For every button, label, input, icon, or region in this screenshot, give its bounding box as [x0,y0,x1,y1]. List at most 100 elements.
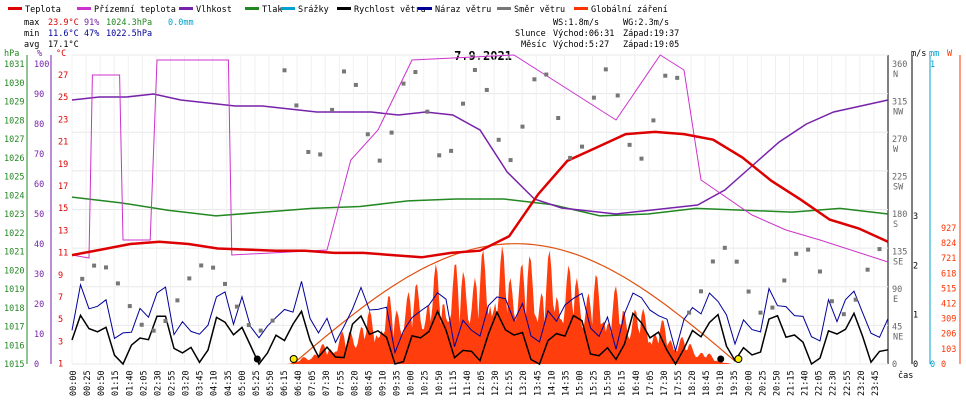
tick-time-37: 15:25 [590,370,600,396]
stat-min-press: 1022.5hPa [106,29,152,39]
stat-min-temp: 11.6°C [48,29,79,39]
tick-time-6: 02:30 [153,370,163,396]
radiation-max-curve [292,243,736,365]
tick-pct-6: 40 [34,240,44,250]
moonrise-time: Východ:5:27 [553,40,609,50]
tick-time-40: 16:40 [632,370,642,396]
sunrise-time: Východ:06:31 [553,29,614,39]
wind-direction-point [330,107,335,112]
tick-time-19: 07:55 [336,370,346,396]
moonset-time: Západ:19:05 [623,40,679,50]
wind-direction-point [401,81,406,86]
tick-mm-0: 1 [930,60,935,70]
tick-temp-1: 25 [58,93,68,103]
tick-hpa-10: 1021 [4,248,24,258]
moonset-marker [717,355,725,363]
tick-dir-7: 45 [892,323,902,333]
tick-time-53: 22:05 [815,370,825,396]
wind-direction-point [425,109,430,114]
legend-swatch-8 [574,7,588,10]
wind-direction-point [770,305,775,310]
wind-direction-point [353,82,358,87]
tick-time-48: 20:00 [744,370,754,396]
wind-direction-point [603,67,608,72]
tick-temp-6: 15 [58,204,68,214]
tick-time-14: 05:50 [266,370,276,396]
tick-time-5: 02:05 [139,370,149,396]
tick-time-9: 03:45 [196,370,206,396]
tick-time-8: 03:20 [182,370,192,396]
tick-ms-0: 3 [913,212,918,222]
tick-hpa-15: 1016 [4,341,24,351]
unit-hpa: hPa [4,49,19,59]
series-wind-speed [71,309,889,366]
stat-max-rain: 0.0mm [168,18,194,28]
legend-label-4: Srážky [298,5,329,15]
tick-time-31: 12:55 [505,370,515,396]
tick-time-16: 06:40 [294,370,304,396]
legend-label-5: Rychlost větru [354,5,426,15]
tick-dir-name-2: W [893,145,899,155]
tick-hpa-8: 1023 [4,210,24,220]
tick-time-42: 17:30 [660,370,670,396]
tick-time-34: 14:10 [547,370,557,396]
tick-time-50: 20:50 [772,370,782,396]
stat-min-label: min [24,29,39,39]
sun-moon-info: WS:1.8m/s WG:2.3m/s Slunce Východ:06:31 … [515,18,679,50]
tick-time-20: 08:20 [350,370,360,396]
wind-direction-point [794,251,799,256]
tick-time-57: 23:45 [871,370,881,396]
wind-direction-point [163,319,168,324]
wind-direction-point [556,116,561,121]
legend-swatch-1 [77,7,91,10]
tick-hpa-12: 1019 [4,285,24,295]
wind-direction-point [520,124,525,129]
wind-gust-info: WG:2.3m/s [623,18,669,28]
tick-ms-3: 0 [913,360,918,370]
tick-time-36: 15:00 [575,370,585,396]
tick-mm-1: 0 [930,360,935,370]
tick-time-0: 00:00 [69,370,79,396]
tick-time-21: 08:45 [364,370,374,396]
wind-direction-point [639,156,644,161]
wind-direction-point [151,328,156,333]
radiation-area [286,246,732,364]
tick-dir-name-7: NE [893,333,903,343]
wind-direction-point [627,142,632,147]
plot-area [71,54,889,366]
wind-direction-point [437,153,442,158]
tick-hpa-0: 1031 [4,60,24,70]
unit-ms: m/s [911,49,926,59]
tick-time-18: 07:30 [322,370,332,396]
tick-temp-13: 1 [58,360,63,370]
wind-direction-point [342,69,346,74]
unit-percent: % [37,49,42,59]
tick-temp-9: 9 [58,271,63,281]
wind-direction-point [294,103,299,108]
tick-time-35: 14:35 [561,370,571,396]
tick-hpa-2: 1029 [4,98,24,108]
tick-dir-3: 225 [892,173,907,183]
tick-dir-name-0: N [893,70,898,80]
wind-direction-point [496,137,501,142]
legend-swatch-6 [418,7,432,10]
wind-direction-point [865,267,870,272]
wind-direction-point [853,297,858,302]
tick-time-4: 01:40 [125,370,135,396]
legend-swatch-0 [8,7,22,10]
wind-direction-point [258,328,263,333]
tick-w-6: 309 [941,315,956,325]
tick-hpa-5: 1026 [4,154,24,164]
tick-w-8: 103 [941,345,956,355]
tick-time-11: 04:35 [224,370,234,396]
wind-direction-point [223,281,227,286]
tick-time-52: 21:40 [801,370,811,396]
wind-direction-point [568,155,573,160]
tick-dir-6: 90 [892,285,902,295]
wind-direction-point [544,72,549,77]
wind-direction-point [651,118,656,123]
tick-dir-5: 135 [892,248,907,258]
tick-w-1: 824 [941,239,956,249]
tick-ms-2: 1 [913,311,918,321]
legend-label-3: Tlak [262,5,282,15]
